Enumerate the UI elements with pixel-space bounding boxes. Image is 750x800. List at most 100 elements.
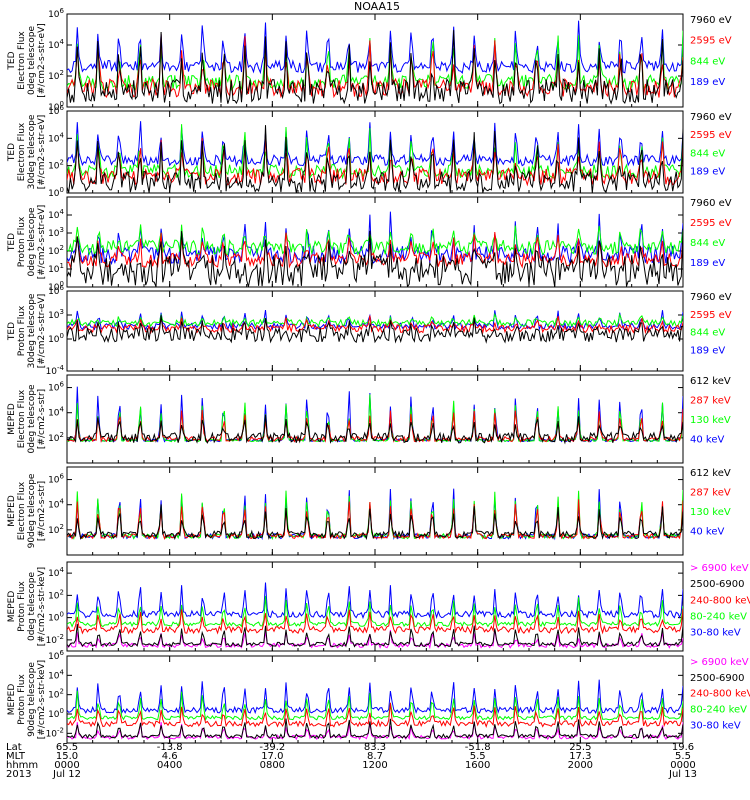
x-axis-row-label: Lat: [6, 742, 22, 753]
plot-area: [67, 20, 683, 105]
legend-entry: 2595 eV: [690, 310, 732, 321]
x-tick-mlt: 4.6: [162, 751, 178, 762]
y-axis-label-line: Electron Flux: [17, 31, 27, 90]
y-tick-label: 100: [48, 280, 64, 293]
legend-entry: 844 eV: [690, 328, 725, 339]
legend-entry: 40 keV: [690, 435, 724, 446]
series-line: [67, 224, 683, 256]
legend-entry: 189 eV: [690, 77, 725, 88]
legend-entry: 844 eV: [690, 238, 725, 249]
figure-title: NOAA15: [354, 0, 400, 13]
y-tick-label: 100: [48, 186, 64, 199]
legend-entry: 844 eV: [690, 148, 725, 159]
y-axis-label-line: [#/cm2-s-str-eV]: [37, 115, 47, 190]
plot-area: [67, 310, 683, 344]
y-tick-label: 100: [48, 707, 64, 720]
y-axis-label-line: 0deg telescope: [27, 26, 37, 96]
y-tick-label: 106: [48, 473, 64, 486]
y-axis-label: TEDElectron Flux0deg telescope[#/cm2-s-s…: [7, 23, 47, 98]
y-tick-label: 106: [48, 381, 64, 394]
y-axis-label-line: Electron Flux: [17, 389, 27, 448]
y-tick-label: 104: [48, 406, 64, 419]
y-tick-label: 106: [48, 284, 64, 297]
y-axis-label-line: MEPED: [7, 403, 17, 435]
y-axis-label-line: TED: [7, 51, 17, 70]
y-tick-label: 10-2: [46, 726, 64, 739]
x-tick-mlt: 17.3: [569, 751, 591, 762]
plot-area: [67, 121, 683, 193]
y-axis-label: TEDElectron Flux30deg telescope[#/cm2-s-…: [7, 114, 47, 189]
y-axis-label-line: 0deg telescope: [27, 572, 37, 642]
legend-entry: 2595 eV: [690, 36, 732, 47]
series-line: [67, 595, 683, 628]
y-axis-label-line: 0deg telescope: [27, 207, 37, 277]
legend-entry: > 6900 keV: [690, 563, 749, 574]
y-axis-label-line: Electron Flux: [17, 481, 27, 540]
series-line: [67, 414, 683, 445]
legend-entry: 612 keV: [690, 468, 731, 479]
x-tick-mlt: 5.5: [470, 751, 486, 762]
series-line: [67, 679, 683, 715]
y-tick-label: 102: [48, 159, 64, 172]
y-axis-label: MEPEDElectron Flux0deg telescope[#/cm2-s…: [7, 384, 47, 454]
y-tick-label: 106: [48, 104, 64, 117]
x-tick-lat: -51.8: [465, 742, 491, 753]
legend-entry: 7960 eV: [690, 198, 732, 209]
x-tick-lat: 83.3: [364, 742, 386, 753]
y-tick-label: 102: [48, 69, 64, 82]
series-line: [67, 623, 683, 648]
series-line: [67, 718, 683, 740]
y-axis-label-line: 0deg telescope: [27, 384, 37, 454]
x-tick-lat: 19.6: [672, 742, 694, 753]
plot-area: [67, 386, 683, 445]
legend-entry: 30-80 keV: [690, 628, 741, 639]
y-tick-label: 102: [48, 244, 64, 257]
x-tick-lat: -39.2: [259, 742, 285, 753]
y-axis-label: TEDProton Flux30deg telescope[#/cm2-s-st…: [7, 293, 47, 368]
y-axis-label-line: Proton Flux: [17, 674, 27, 725]
y-tick-label: 104: [48, 38, 64, 51]
x-tick-hhmm: 1600: [465, 760, 490, 771]
y-axis-label-line: [#/cm2-s-str-keV]: [37, 567, 47, 646]
x-tick-hhmm: 0000: [54, 760, 79, 771]
legend-entry: 240-800 keV: [690, 689, 750, 700]
x-tick-mlt: 15.0: [56, 751, 78, 762]
series-line: [67, 121, 683, 168]
y-axis-label: MEPEDProton Flux0deg telescope[#/cm2-s-s…: [7, 567, 47, 646]
y-axis-label-line: [#/cm2-s-str-eV]: [37, 23, 47, 98]
x-tick-hhmm: 1200: [362, 760, 387, 771]
y-axis-label-line: 30deg telescope: [27, 114, 37, 189]
y-tick-label: 104: [48, 668, 64, 681]
y-axis-label-line: [#/cm2-s-str]: [37, 481, 47, 541]
legend-entry: 130 keV: [690, 507, 731, 518]
series-line: [67, 30, 683, 105]
series-line: [67, 125, 683, 193]
series-line: [67, 228, 683, 287]
y-axis-label-line: [#/cm2-s-str-eV]: [37, 205, 47, 280]
y-axis-label-line: MEPED: [7, 684, 17, 716]
series-line: [67, 582, 683, 620]
legend-entry: 189 eV: [690, 258, 725, 269]
y-tick-label: 102: [48, 688, 64, 701]
y-axis-label: TEDProton Flux0deg telescope[#/cm2-s-str…: [7, 205, 47, 280]
legend-entry: 844 eV: [690, 56, 725, 67]
y-tick-label: 102: [48, 523, 64, 536]
y-tick-label: 106: [48, 7, 64, 20]
x-tick-hhmm: 0400: [157, 760, 182, 771]
y-tick-label: 10-4: [46, 364, 65, 377]
y-axis-label: MEPEDElectron Flux90deg telescope[#/cm2-…: [7, 473, 47, 548]
y-tick-label: 100: [48, 100, 64, 113]
legend-entry: 7960 eV: [690, 292, 732, 303]
plot-frame: [66, 374, 684, 464]
x-tick-hhmm: 0800: [260, 760, 285, 771]
plot-area: [67, 488, 683, 541]
legend-entry: 612 keV: [690, 376, 731, 387]
legend-entry: 7960 eV: [690, 15, 732, 26]
